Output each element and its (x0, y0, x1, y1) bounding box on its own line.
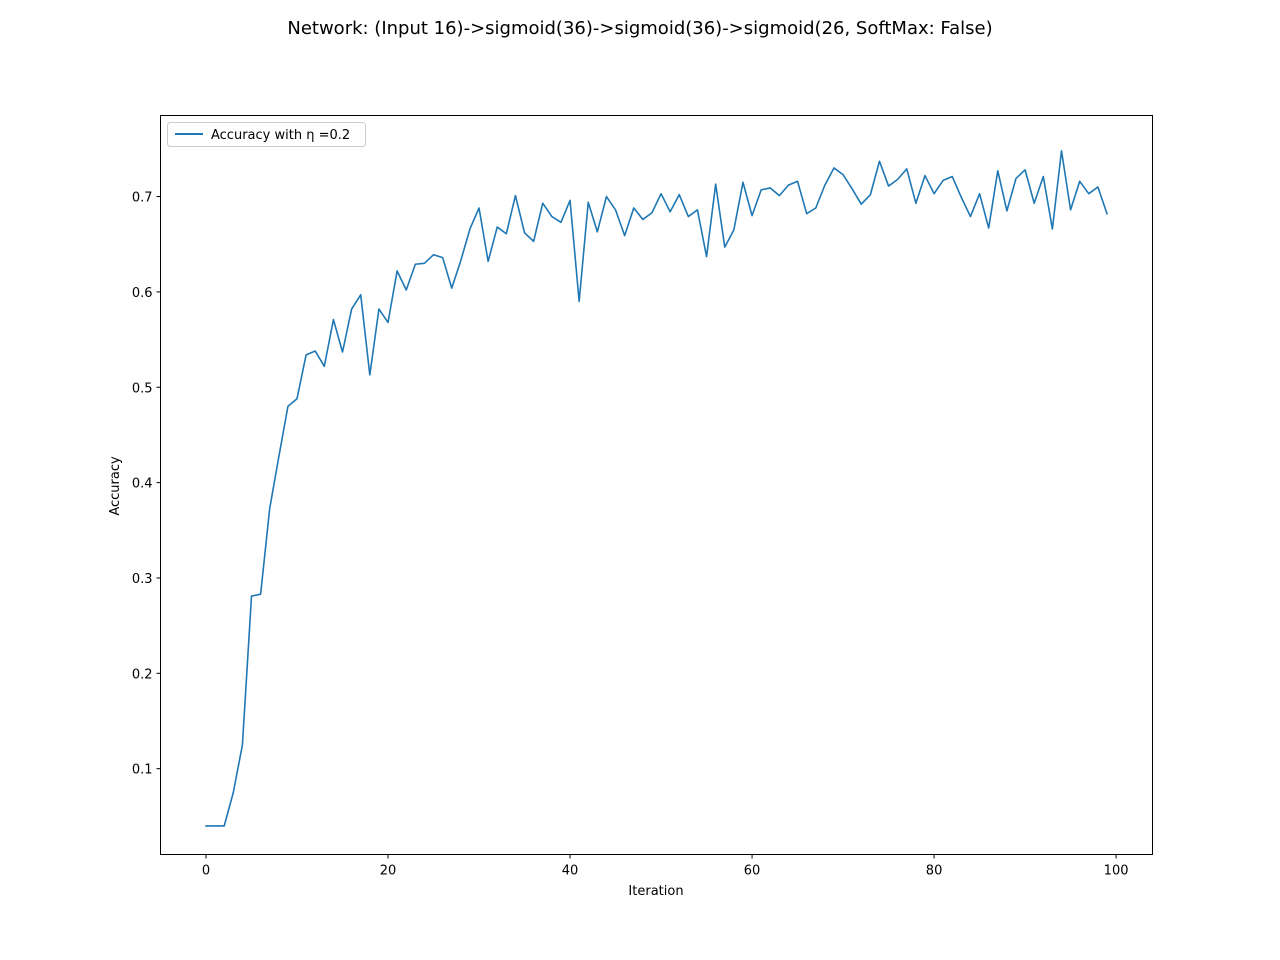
x-tick-label: 80 (926, 864, 943, 879)
x-tick-label: 40 (562, 864, 579, 879)
x-tick-label: 100 (1104, 864, 1129, 879)
x-axis-label: Iteration (628, 884, 683, 899)
legend-label: Accuracy with η =0.2 (211, 128, 350, 143)
x-axis: 0 20 40 60 80 100 (202, 854, 1129, 879)
y-tick-label: 0.5 (132, 381, 153, 396)
y-tick-label: 0.7 (132, 191, 153, 206)
x-tick-label: 20 (380, 864, 397, 879)
x-tick-label: 0 (202, 864, 210, 879)
y-tick-label: 0.4 (132, 477, 153, 492)
y-tick-label: 0.3 (132, 572, 153, 587)
y-tick-label: 0.1 (132, 763, 153, 778)
y-axis: 0.1 0.2 0.3 0.4 0.5 0.6 0.7 (132, 191, 161, 778)
y-tick-label: 0.6 (132, 286, 153, 301)
y-axis-label: Accuracy (108, 456, 123, 516)
legend-box (167, 122, 366, 147)
plot-area (205, 149, 1109, 827)
y-tick-label: 0.2 (132, 667, 153, 682)
x-tick-label: 60 (744, 864, 761, 879)
axes-frame (160, 115, 1153, 855)
chart-title: Network: (Input 16)->sigmoid(36)->sigmoi… (287, 18, 992, 39)
legend: Accuracy with η =0.2 (167, 122, 366, 147)
series-line-0 (205, 149, 1109, 827)
